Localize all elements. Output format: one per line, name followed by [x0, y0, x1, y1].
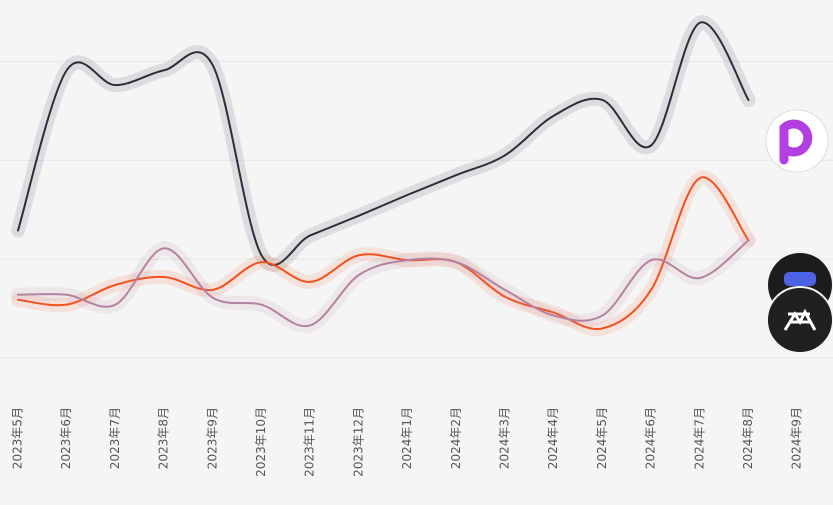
x-tick-label: 2024年8月 — [741, 407, 755, 469]
x-tick-label: 2023年11月 — [303, 407, 317, 477]
x-tick-label: 2023年10月 — [254, 407, 268, 477]
brand-icon — [765, 109, 829, 173]
x-tick-label: 2024年4月 — [546, 407, 560, 469]
x-tick-label: 2023年12月 — [351, 407, 365, 477]
x-tick-label: 2024年9月 — [790, 407, 804, 469]
brand-glyph — [779, 119, 813, 165]
x-tick-label: 2023年6月 — [59, 407, 73, 469]
x-tick-label: 2023年9月 — [205, 407, 219, 469]
x-tick-label: 2023年8月 — [157, 407, 171, 469]
lines — [11, 15, 756, 337]
brand-glyph — [783, 308, 817, 331]
line — [17, 239, 750, 328]
x-tick-label: 2024年5月 — [595, 407, 609, 469]
brand-glyph — [784, 272, 816, 286]
x-tick-label: 2024年1月 — [400, 407, 414, 469]
x-tick-label: 2024年6月 — [644, 407, 658, 469]
legend-icons — [765, 109, 833, 354]
x-tick-label: 2023年7月 — [108, 407, 122, 469]
line — [17, 21, 750, 266]
x-tick-label: 2024年3月 — [498, 407, 512, 469]
x-tick-label: 2024年7月 — [692, 407, 706, 469]
grid — [0, 60, 833, 359]
x-axis: 2023年5月 2023年6月 2023年7月 2023年8月 2023年9月 2023年… — [11, 407, 804, 477]
x-tick-label: 2023年5月 — [11, 407, 25, 469]
x-tick-label: 2024年2月 — [449, 407, 463, 469]
